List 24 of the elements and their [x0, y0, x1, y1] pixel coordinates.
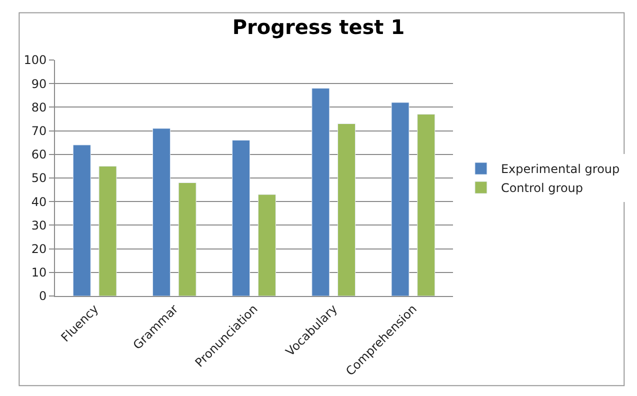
bar [258, 194, 276, 296]
y-tick-label: 90 [31, 76, 47, 91]
y-tick-label: 60 [31, 148, 47, 162]
y-tick-label: 70 [31, 124, 47, 138]
bar [312, 88, 330, 296]
bar [338, 123, 356, 296]
bar [72, 144, 91, 296]
y-tick-label: 30 [31, 218, 47, 232]
bar [417, 114, 436, 296]
bar [178, 182, 196, 296]
bar [391, 102, 410, 296]
legend-label: Control group [500, 181, 584, 196]
chart-title: Progress test 1 [232, 14, 405, 39]
bar [152, 128, 170, 296]
y-tick-label: 50 [31, 171, 47, 186]
y-tick-label: 10 [31, 266, 47, 280]
bar [98, 166, 117, 296]
y-tick-label: 80 [31, 100, 47, 114]
legend-label: Experimental group [500, 162, 620, 176]
y-tick-label: 100 [24, 53, 47, 68]
y-tick-label: 0 [38, 289, 47, 304]
bar [232, 140, 250, 296]
y-tick-label: 40 [31, 194, 47, 209]
y-tick-label: 20 [31, 242, 47, 256]
